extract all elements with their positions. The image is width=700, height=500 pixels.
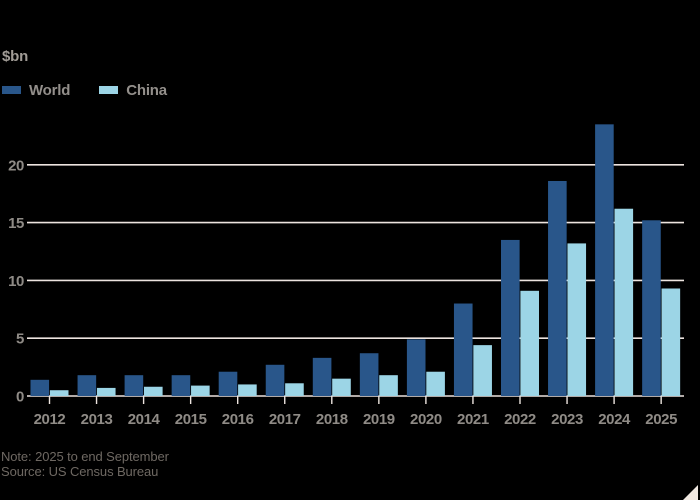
y-axis-label-15: 15 [8, 215, 24, 232]
bar-world-2012 [30, 379, 50, 396]
y-axis-label-10: 10 [8, 273, 24, 290]
legend-swatch-world-icon [2, 86, 21, 94]
bar-world-2022 [501, 239, 520, 396]
chart-footer: Note: 2025 to end September Source: US C… [1, 449, 169, 479]
bar-world-2018 [312, 357, 332, 396]
bar-china-2017 [285, 383, 304, 396]
chart-note: Note: 2025 to end September [1, 449, 169, 464]
corner-triangle-icon [683, 485, 698, 500]
y-axis-label-5: 5 [16, 331, 24, 348]
y-axis-label-0: 0 [16, 389, 24, 406]
bar-china-2023 [567, 243, 587, 396]
bar-world-2019 [359, 353, 379, 396]
bar-world-2021 [453, 303, 473, 396]
legend-item-china: China [99, 82, 167, 99]
chart-source: Source: US Census Bureau [1, 464, 159, 479]
y-axis-unit-label: $bn [2, 48, 29, 65]
x-axis-label-2018: 2018 [316, 411, 348, 428]
x-axis-label-2022: 2022 [504, 411, 536, 428]
bar-china-2016 [238, 384, 257, 396]
x-axis-label-2020: 2020 [410, 411, 442, 428]
x-axis-label-2015: 2015 [175, 411, 207, 428]
bar-china-2013 [96, 387, 116, 396]
legend: World China [2, 82, 167, 99]
x-axis-label-2012: 2012 [34, 411, 66, 428]
bar-china-2012 [49, 390, 69, 396]
bar-china-2019 [379, 375, 398, 396]
bar-world-2014 [124, 375, 144, 396]
bar-world-2025 [642, 220, 661, 396]
bar-china-2025 [661, 288, 681, 396]
x-axis-label-2016: 2016 [222, 411, 254, 428]
x-axis-label-2017: 2017 [269, 411, 301, 428]
legend-label-china: China [126, 81, 167, 99]
x-axis-label-2024: 2024 [598, 411, 631, 428]
x-axis-label-2021: 2021 [457, 411, 489, 428]
bar-world-2020 [406, 339, 426, 396]
bar-world-2013 [77, 375, 97, 396]
x-axis-label-2019: 2019 [363, 411, 395, 428]
x-axis-label-2013: 2013 [81, 411, 113, 428]
x-axis-label-2014: 2014 [128, 411, 161, 428]
legend-label-world: World [29, 81, 71, 99]
bar-china-2024 [614, 208, 634, 396]
bar-china-2018 [332, 378, 351, 396]
bar-china-2021 [473, 345, 492, 396]
bar-china-2014 [144, 386, 163, 396]
bar-china-2015 [191, 385, 210, 396]
bar-world-2017 [265, 364, 285, 396]
bar-china-2020 [426, 371, 445, 396]
bar-world-2016 [218, 371, 238, 396]
x-axis-label-2025: 2025 [645, 411, 677, 428]
bar-world-2015 [171, 375, 191, 396]
y-axis-label-20: 20 [8, 157, 24, 174]
bar-china-2022 [520, 290, 539, 396]
x-axis-label-2023: 2023 [551, 411, 583, 428]
bar-world-2024 [595, 124, 614, 396]
legend-item-world: World [2, 82, 70, 99]
legend-swatch-china-icon [99, 86, 119, 94]
bar-world-2023 [548, 180, 567, 396]
